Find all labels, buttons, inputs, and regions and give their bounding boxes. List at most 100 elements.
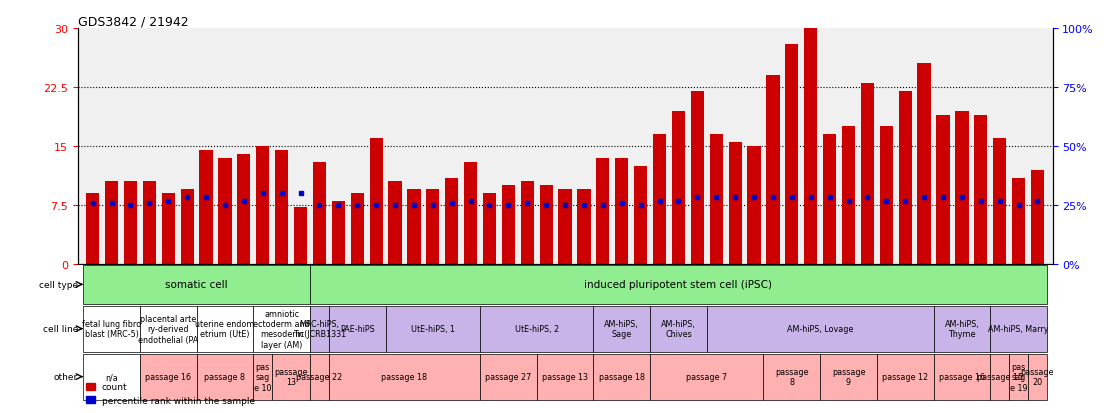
Text: fetal lung fibro
blast (MRC-5): fetal lung fibro blast (MRC-5) [82,319,141,339]
FancyBboxPatch shape [934,354,991,400]
Bar [369,139,382,264]
Bar [331,202,345,264]
FancyBboxPatch shape [1009,354,1028,400]
Bar [596,159,609,264]
Bar [899,92,912,264]
Text: pas
sag
e 10: pas sag e 10 [254,362,271,392]
FancyBboxPatch shape [254,354,273,400]
FancyBboxPatch shape [140,354,196,400]
FancyBboxPatch shape [140,306,196,352]
Text: other: other [53,372,78,381]
Text: passage 27: passage 27 [485,372,532,381]
Bar [974,115,987,264]
FancyBboxPatch shape [991,354,1009,400]
Bar [993,139,1006,264]
Bar [237,154,250,264]
Text: passage 16: passage 16 [145,372,192,381]
Bar [124,182,137,264]
FancyBboxPatch shape [650,306,707,352]
Bar [1012,178,1025,264]
Text: UtE-hiPS, 2: UtE-hiPS, 2 [515,324,558,333]
Text: passage 12: passage 12 [882,372,929,381]
Bar [804,29,818,264]
Bar [408,190,421,264]
FancyBboxPatch shape [820,354,876,400]
FancyBboxPatch shape [991,306,1047,352]
Text: induced pluripotent stem cell (iPSC): induced pluripotent stem cell (iPSC) [584,280,772,290]
Text: passage
8: passage 8 [776,367,809,387]
Text: placental arte
ry-derived
endothelial (PA: placental arte ry-derived endothelial (P… [138,314,198,344]
Bar [880,127,893,264]
Text: PAE-hiPS: PAE-hiPS [340,324,375,333]
Bar [143,182,156,264]
Text: uterine endom
etrium (UtE): uterine endom etrium (UtE) [195,319,255,339]
Bar [861,84,874,264]
Bar [671,112,685,264]
Text: AM-hiPS,
Chives: AM-hiPS, Chives [661,319,696,339]
Bar [483,194,496,264]
FancyBboxPatch shape [254,306,310,352]
FancyBboxPatch shape [594,306,650,352]
Text: AM-hiPS,
Thyme: AM-hiPS, Thyme [944,319,979,339]
Bar [312,162,326,264]
Text: passage 8: passage 8 [205,372,246,381]
Text: passage
13: passage 13 [275,367,308,387]
Text: n/a: n/a [105,372,117,381]
Bar [350,194,363,264]
Text: somatic cell: somatic cell [165,280,228,290]
Bar [218,159,232,264]
FancyBboxPatch shape [594,354,650,400]
Text: passage
20: passage 20 [1020,367,1054,387]
FancyBboxPatch shape [480,354,536,400]
Bar [162,194,175,264]
Bar [389,182,401,264]
FancyBboxPatch shape [273,354,310,400]
Text: AM-hiPS, Marry: AM-hiPS, Marry [988,324,1049,333]
Bar [464,162,478,264]
FancyBboxPatch shape [934,306,991,352]
Text: GDS3842 / 21942: GDS3842 / 21942 [78,16,188,29]
Bar [86,194,100,264]
FancyBboxPatch shape [876,354,934,400]
Bar [709,135,722,264]
Text: cell line: cell line [42,324,78,333]
Bar [540,186,553,264]
FancyBboxPatch shape [83,306,140,352]
Text: UtE-hiPS, 1: UtE-hiPS, 1 [411,324,454,333]
Text: passage 22: passage 22 [296,372,342,381]
Bar [577,190,591,264]
Bar [558,190,572,264]
Text: MRC-hiPS,
Tic(JCRB1331: MRC-hiPS, Tic(JCRB1331 [293,319,346,339]
Text: AM-hiPS,
Sage: AM-hiPS, Sage [604,319,639,339]
Bar [256,147,269,264]
Bar [199,151,213,264]
Text: passage 16: passage 16 [938,372,985,381]
FancyBboxPatch shape [196,306,254,352]
Bar [823,135,837,264]
FancyBboxPatch shape [196,354,254,400]
FancyBboxPatch shape [536,354,594,400]
FancyBboxPatch shape [83,265,310,304]
Bar [294,208,307,264]
Text: passage 7: passage 7 [686,372,727,381]
Text: AM-hiPS, Lovage: AM-hiPS, Lovage [787,324,853,333]
Bar [445,178,459,264]
FancyBboxPatch shape [1028,354,1047,400]
Text: passage 15: passage 15 [976,372,1023,381]
Bar [275,151,288,264]
Text: passage 18: passage 18 [381,372,428,381]
FancyBboxPatch shape [480,306,594,352]
Bar [634,166,647,264]
Text: cell type: cell type [39,280,78,289]
Legend: count, percentile rank within the sample: count, percentile rank within the sample [82,379,258,408]
Bar [748,147,761,264]
Text: passage 18: passage 18 [598,372,645,381]
Bar [181,190,194,264]
Bar [1030,170,1044,264]
Text: amniotic
ectoderm and
mesoderm
layer (AM): amniotic ectoderm and mesoderm layer (AM… [254,309,310,349]
Bar [786,45,799,264]
Bar [729,143,741,264]
FancyBboxPatch shape [329,354,480,400]
Bar [917,64,931,264]
Bar [521,182,534,264]
